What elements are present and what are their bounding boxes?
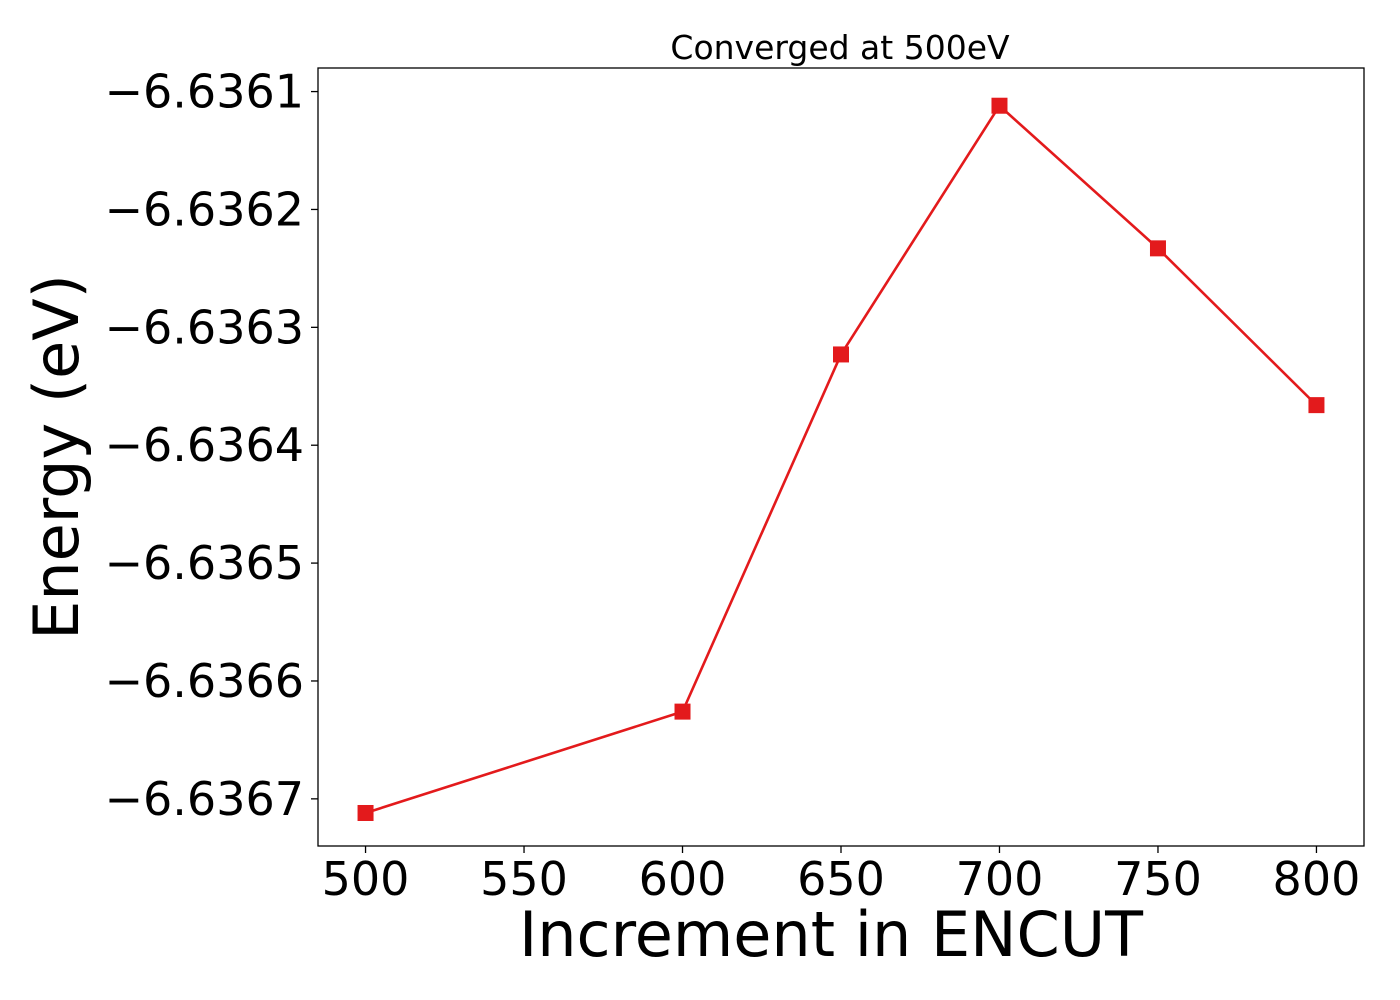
data-point-marker: [357, 804, 374, 821]
x-tick-label: 800: [1273, 852, 1361, 906]
y-tick-label: −6.6367: [105, 772, 305, 826]
y-axis-title: Energy (eV): [20, 274, 93, 640]
y-tick-label: −6.6365: [105, 536, 305, 590]
y-axis-ticks: −6.6361 −6.6362 −6.6363 −6.6364 −6.6365 −6.63…: [105, 65, 318, 826]
chart-title: Converged at 500eV: [670, 28, 1010, 67]
y-tick-label: −6.6363: [105, 300, 305, 354]
x-tick-label: 700: [956, 852, 1044, 906]
x-tick-label: 550: [480, 852, 568, 906]
y-tick-label: −6.6361: [105, 65, 305, 119]
data-point-marker: [833, 346, 849, 363]
plot-area-frame: [317, 67, 1365, 847]
x-axis-ticks: 500 550 600 650 700 750 800: [322, 846, 1361, 906]
y-tick-label: −6.6366: [105, 654, 305, 708]
x-tick-label: 500: [322, 852, 410, 906]
data-point-marker: [991, 97, 1008, 114]
series-layer: [357, 97, 1325, 821]
series-line: [365, 104, 1318, 815]
x-tick-label: 750: [1114, 852, 1202, 906]
data-point-marker: [674, 703, 691, 720]
x-tick-label: 650: [797, 852, 885, 906]
x-tick-label: 600: [639, 852, 727, 906]
data-point-marker: [1308, 397, 1325, 414]
x-axis-title: Increment in ENCUT: [519, 898, 1144, 971]
y-tick-label: −6.6364: [105, 418, 305, 472]
y-tick-label: −6.6362: [105, 182, 305, 236]
data-point-marker: [1149, 240, 1166, 257]
